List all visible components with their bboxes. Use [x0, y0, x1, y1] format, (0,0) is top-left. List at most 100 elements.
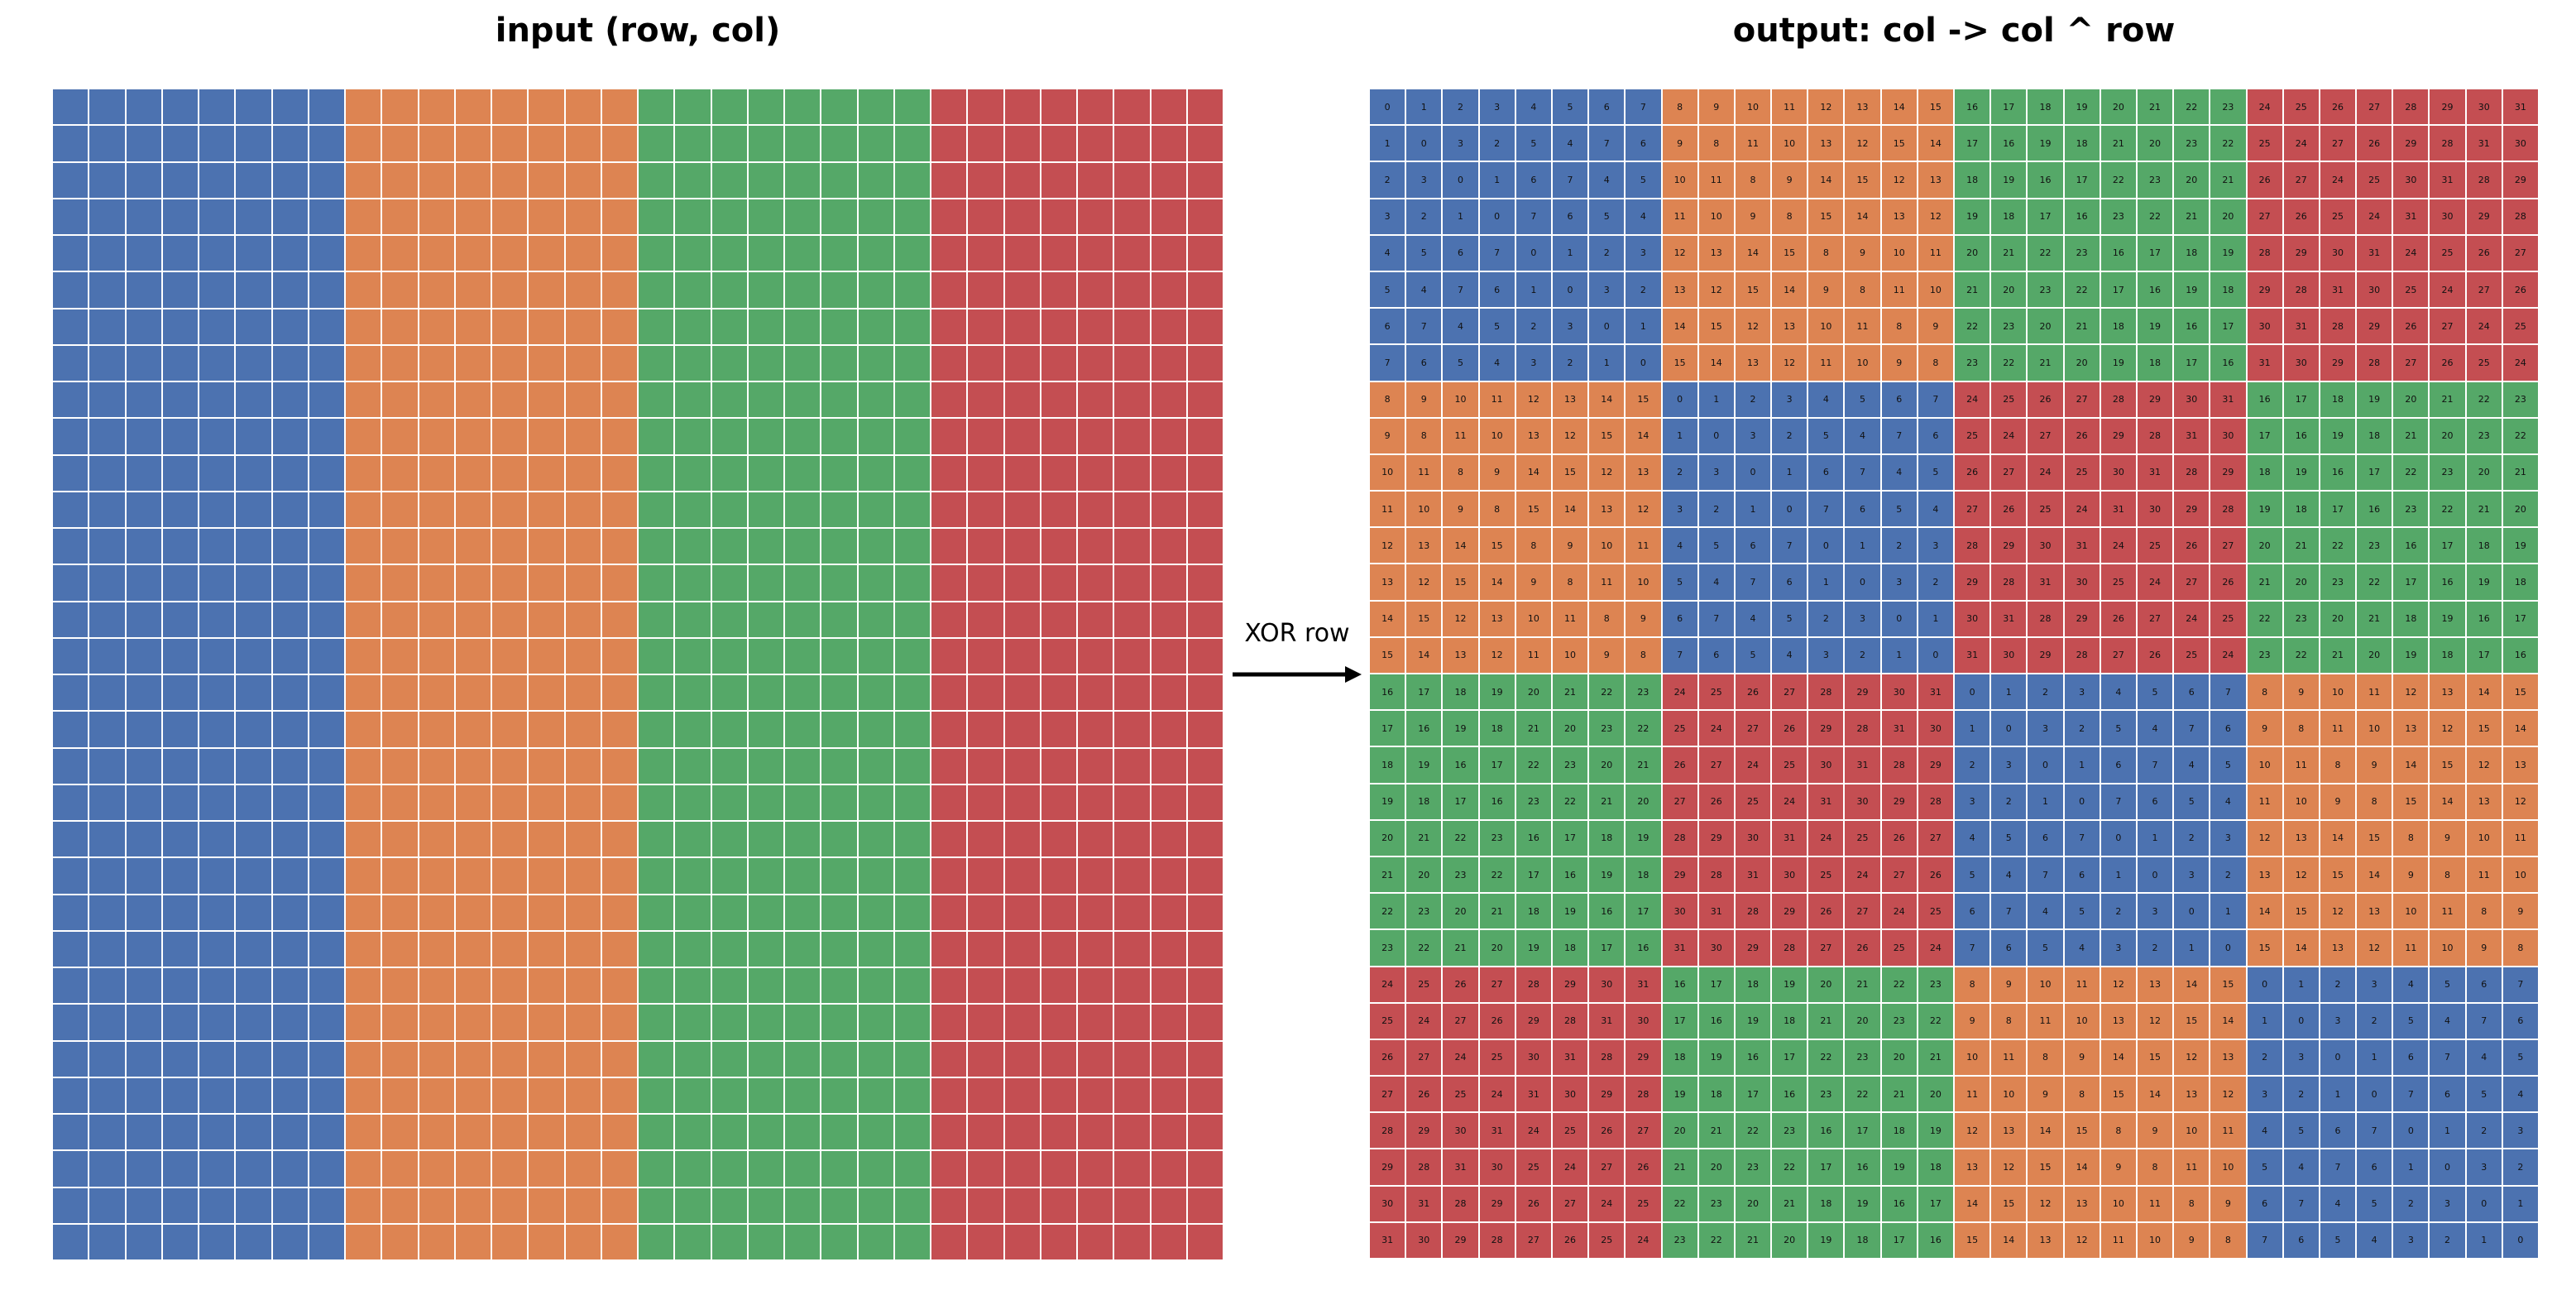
input-cell — [565, 1005, 601, 1040]
input-cell — [1114, 236, 1150, 271]
output-cell: 27 — [1881, 856, 1917, 893]
output-cell: 0 — [1845, 564, 1880, 600]
output-cell: 16 — [1698, 1003, 1734, 1039]
output-cell: 2 — [1991, 784, 2027, 819]
output-cell: 20 — [1515, 674, 1551, 710]
output-cell: 11 — [1918, 235, 1953, 271]
output-cell: 25 — [2064, 454, 2100, 491]
input-cell — [1078, 272, 1113, 308]
input-cell — [675, 968, 711, 1004]
input-cell — [455, 931, 491, 967]
output-cell: 24 — [1955, 381, 1990, 417]
output-cell: 11 — [1479, 381, 1515, 417]
input-cell — [858, 419, 893, 454]
output-cell: 24 — [1443, 1039, 1478, 1076]
input-cell — [785, 126, 821, 161]
output-cell: 26 — [1626, 1149, 1661, 1185]
output-cell: 9 — [2393, 856, 2429, 893]
output-cell: 10 — [1515, 601, 1551, 636]
input-cell — [785, 309, 821, 344]
input-cell — [748, 1115, 783, 1150]
output-cell: 25 — [1918, 894, 1953, 929]
input-cell — [419, 1187, 454, 1223]
output-cell: 31 — [1515, 1077, 1551, 1112]
output-cell: 16 — [1881, 1186, 1917, 1221]
input-cell — [1187, 1187, 1223, 1223]
output-cell: 11 — [1406, 454, 1442, 491]
input-cell — [455, 748, 491, 784]
input-cell — [821, 602, 857, 637]
input-cell — [346, 1041, 381, 1077]
input-cell — [821, 455, 857, 491]
output-cell: 17 — [1808, 1149, 1844, 1185]
input-cell — [272, 602, 308, 637]
output-cell: 14 — [2283, 930, 2319, 966]
output-cell: 2 — [2028, 674, 2063, 710]
input-cell — [162, 968, 198, 1004]
input-cell — [711, 382, 747, 418]
output-cell: 11 — [1370, 492, 1405, 527]
output-cell: 26 — [2247, 162, 2282, 198]
output-cell: 13 — [2502, 747, 2538, 783]
output-cell: 17 — [1626, 894, 1661, 929]
input-cell — [858, 272, 893, 308]
input-cell — [492, 1115, 528, 1150]
output-cell: 3 — [2466, 1149, 2502, 1185]
input-cell — [1004, 126, 1040, 161]
output-cell: 10 — [1479, 418, 1515, 453]
input-cell — [1187, 712, 1223, 747]
output-cell: 31 — [2393, 199, 2429, 234]
input-cell — [346, 455, 381, 491]
output-cell: 28 — [2028, 601, 2063, 636]
output-cell: 31 — [2100, 492, 2136, 527]
input-cell — [236, 272, 271, 308]
input-cell — [455, 455, 491, 491]
output-cell: 17 — [2210, 309, 2246, 344]
input-cell — [162, 345, 198, 381]
output-cell: 13 — [1918, 162, 1953, 198]
output-cell: 19 — [1370, 784, 1405, 819]
input-cell — [601, 162, 637, 198]
input-cell — [419, 675, 454, 711]
input-cell — [931, 89, 967, 125]
input-cell — [89, 1005, 125, 1040]
input-cell — [1004, 858, 1040, 894]
output-cell: 20 — [2502, 492, 2538, 527]
output-cell: 28 — [1406, 1149, 1442, 1185]
input-cell — [711, 345, 747, 381]
output-cell: 0 — [1479, 199, 1515, 234]
input-cell — [89, 602, 125, 637]
output-cell: 1 — [2357, 1039, 2392, 1076]
input-cell — [1041, 89, 1076, 125]
output-cell: 17 — [2174, 345, 2210, 381]
input-cell — [309, 895, 344, 930]
output-cell: 17 — [1918, 1186, 1953, 1221]
input-cell — [565, 931, 601, 967]
output-cell: 30 — [2393, 162, 2429, 198]
input-cell — [492, 455, 528, 491]
output-cell: 2 — [2283, 1077, 2319, 1112]
input-cell — [89, 419, 125, 454]
output-cell: 1 — [2430, 1113, 2465, 1149]
output-cell: 2 — [1370, 162, 1405, 198]
input-cell — [126, 309, 161, 344]
output-cell: 19 — [1589, 856, 1625, 893]
output-cell: 30 — [1698, 930, 1734, 966]
output-cell: 31 — [1808, 784, 1844, 819]
output-cell: 23 — [1955, 345, 1990, 381]
output-cell: 0 — [1808, 528, 1844, 564]
input-cell — [565, 1224, 601, 1259]
input-cell — [1187, 236, 1223, 271]
output-cell: 20 — [1991, 271, 2027, 308]
output-cell: 28 — [1881, 747, 1917, 783]
output-cell: 11 — [1662, 199, 1697, 234]
output-cell: 28 — [2174, 454, 2210, 491]
output-cell: 31 — [1735, 856, 1771, 893]
input-cell — [821, 858, 857, 894]
output-cell: 21 — [2502, 454, 2538, 491]
input-cell — [382, 968, 418, 1004]
input-cell — [1151, 126, 1186, 161]
input-cell — [529, 382, 564, 418]
input-cell — [565, 602, 601, 637]
input-cell — [1114, 382, 1150, 418]
